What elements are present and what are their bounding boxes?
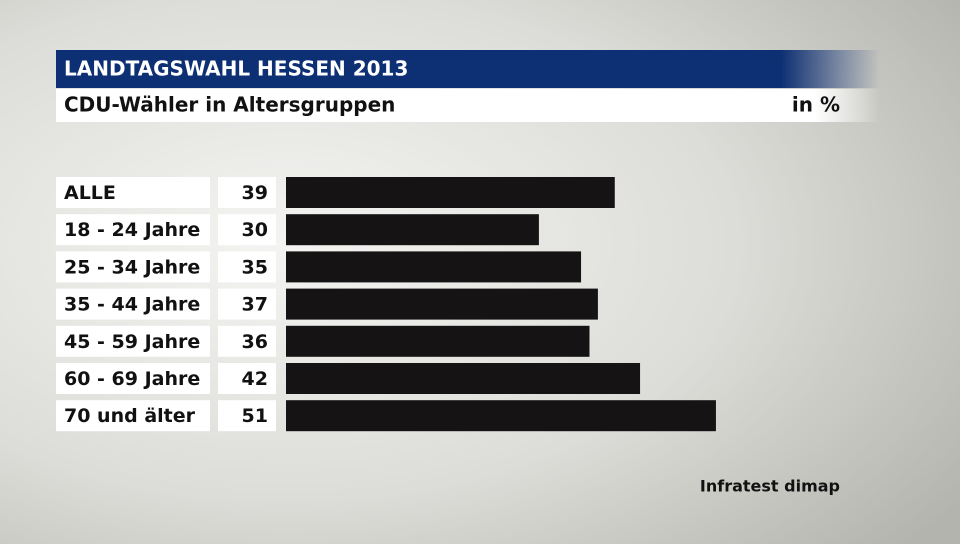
bar (286, 214, 539, 246)
value-label: 30 (242, 219, 268, 241)
category-label: 25 - 34 Jahre (64, 256, 200, 278)
category-label: 60 - 69 Jahre (64, 368, 200, 390)
bar (286, 325, 590, 357)
value-cell (218, 363, 276, 394)
value-cell (218, 177, 276, 208)
category-label: 70 und älter (64, 405, 196, 427)
label-cell (56, 363, 210, 394)
value-label: 39 (242, 182, 268, 204)
category-label: 35 - 44 Jahre (64, 294, 200, 316)
value-label: 36 (242, 331, 268, 353)
unit-label: in % (792, 93, 840, 117)
label-cell (56, 288, 210, 320)
value-cell (218, 251, 276, 283)
value-cell (218, 288, 276, 320)
value-cell (218, 214, 276, 246)
category-label: ALLE (64, 182, 116, 204)
value-cell (218, 325, 276, 357)
category-label: 18 - 24 Jahre (64, 219, 200, 241)
value-label: 37 (242, 294, 268, 316)
bar (286, 177, 615, 208)
value-label: 51 (242, 405, 268, 427)
chart-subtitle: CDU-Wähler in Altersgruppen (64, 93, 395, 117)
chart-title: LANDTAGSWAHL HESSEN 2013 (64, 57, 408, 81)
subtitle-bar (56, 89, 880, 122)
label-cell (56, 251, 210, 283)
label-cell (56, 325, 210, 357)
value-label: 35 (242, 256, 268, 278)
bar (286, 400, 716, 432)
value-cell (218, 400, 276, 432)
label-cell (56, 214, 210, 246)
source: Infratest dimap (700, 477, 840, 496)
label-cell (56, 400, 210, 432)
title-bar (56, 50, 880, 88)
value-label: 42 (242, 368, 268, 390)
bar (286, 251, 582, 283)
bar (286, 288, 598, 320)
category-label: 45 - 59 Jahre (64, 331, 200, 353)
bar (286, 363, 641, 394)
label-cell (56, 177, 210, 208)
